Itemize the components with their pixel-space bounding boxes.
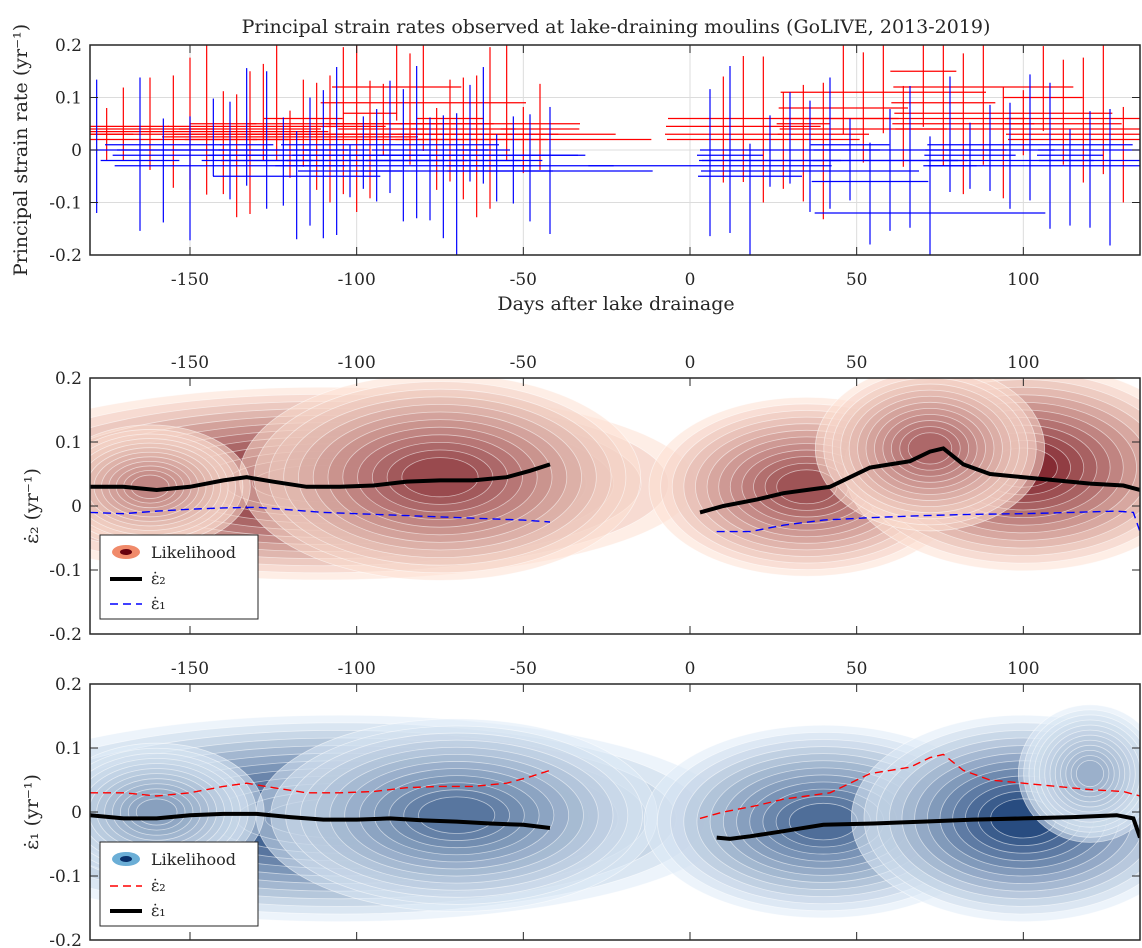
y-tick-label: -0.2 [49,931,82,948]
density-contour [135,798,178,826]
density-contour [788,802,858,841]
series-line-solid-black [90,811,551,830]
y-tick-label: 0.2 [55,36,82,56]
y-tick-label: 0.1 [55,89,82,109]
y-tick-label: -0.1 [49,194,82,214]
y-tick-label: 0 [71,141,82,161]
y-tick-label: 0.1 [55,433,82,453]
x-tick-label: 50 [846,353,868,373]
series-line-dashed-red [699,753,1140,820]
x-tick-label: -100 [338,659,376,679]
y-axis-label-bottom: ε̇₁ (yr⁻¹) [21,774,43,850]
x-tick-label: 0 [685,659,696,679]
y-tick-label: -0.1 [49,867,82,887]
density-contour [401,457,479,498]
mean-lines-bottom [90,753,1140,841]
panel-middle: -150 -100 -50 0 50 100 0.2 0.1 0 -0.1 -0.2 ε̇₂ (yr… [21,353,1141,645]
y-tick-label: -0.1 [49,561,82,581]
likelihood-density-reds [90,378,1140,581]
x-tick-label: -100 [338,270,376,290]
density-contour [418,796,496,834]
x-tick-label: 0 [685,270,696,290]
series-line-solid-black [90,462,551,493]
likelihood-density-blues [90,704,1140,922]
x-tick-label: 100 [1007,270,1039,290]
x-tick-label: 50 [846,659,868,679]
legend-bottom: Likelihood ε̇₂ ε̇₁ [99,841,259,927]
panel-bottom: -150 -100 -50 0 50 100 0.2 0.1 0 -0.1 -0.2 ε̇₁ (yr… [21,659,1141,948]
errorbar-marks [90,45,1140,255]
legend-swatch-core [120,856,132,862]
y-tick-label: 0 [71,497,82,517]
x-tick-label: -100 [338,353,376,373]
mean-lines-middle [90,446,1140,533]
ticks-bottom: -150 -100 -50 0 50 100 0.2 0.1 0 -0.1 -0.2 [49,659,1140,948]
legend-middle: Likelihood ε̇₂ ε̇₁ [99,534,259,620]
x-tick-label: 0 [685,353,696,373]
legend-swatch-core [120,549,132,555]
x-tick-label: -150 [171,353,209,373]
ticks-top: -150 -100 -50 0 50 100 0.2 0.1 0 -0.1 -0.2 [49,36,1140,290]
legend-label-eps2: ε̇₂ [151,876,166,895]
series-line-solid-black [699,446,1140,515]
x-tick-label: 50 [846,270,868,290]
series-line-dashed-blue [716,510,1140,533]
x-axis-label: Days after lake drainage [497,293,734,315]
density-contour [1075,760,1105,788]
legend-label-likelihood: Likelihood [151,850,236,869]
y-tick-label: 0.2 [55,675,82,695]
x-tick-label: -50 [510,353,537,373]
legend-label-eps2: ε̇₂ [151,569,166,588]
panel-top: -150 -100 -50 0 50 100 0.2 0.1 0 -0.1 -0.2 Days af… [10,24,1141,315]
y-tick-label: 0.2 [55,369,82,389]
legend-label-likelihood: Likelihood [151,543,236,562]
ticks-middle: -150 -100 -50 0 50 100 0.2 0.1 0 -0.1 -0.2 [49,353,1140,645]
x-tick-label: 100 [1007,659,1039,679]
x-tick-label: -50 [510,659,537,679]
x-tick-label: -150 [171,659,209,679]
series-line-solid-black [716,813,1140,841]
figure-title: Principal strain rates observed at lake-… [242,16,991,38]
y-axis-label-top: Principal strain rate (yr⁻¹) [10,24,32,276]
y-tick-label: 0.1 [55,739,82,759]
series-line-dashed-red [90,769,551,797]
legend-label-eps1: ε̇₁ [151,901,166,920]
y-tick-label: -0.2 [49,246,82,266]
x-tick-label: -150 [171,270,209,290]
y-tick-label: 0 [71,803,82,823]
y-axis-label-middle: ε̇₂ (yr⁻¹) [21,468,43,544]
legend-label-eps1: ε̇₁ [151,594,166,613]
x-tick-label: -50 [510,270,537,290]
x-tick-label: 100 [1007,353,1039,373]
y-tick-label: -0.2 [49,625,82,645]
